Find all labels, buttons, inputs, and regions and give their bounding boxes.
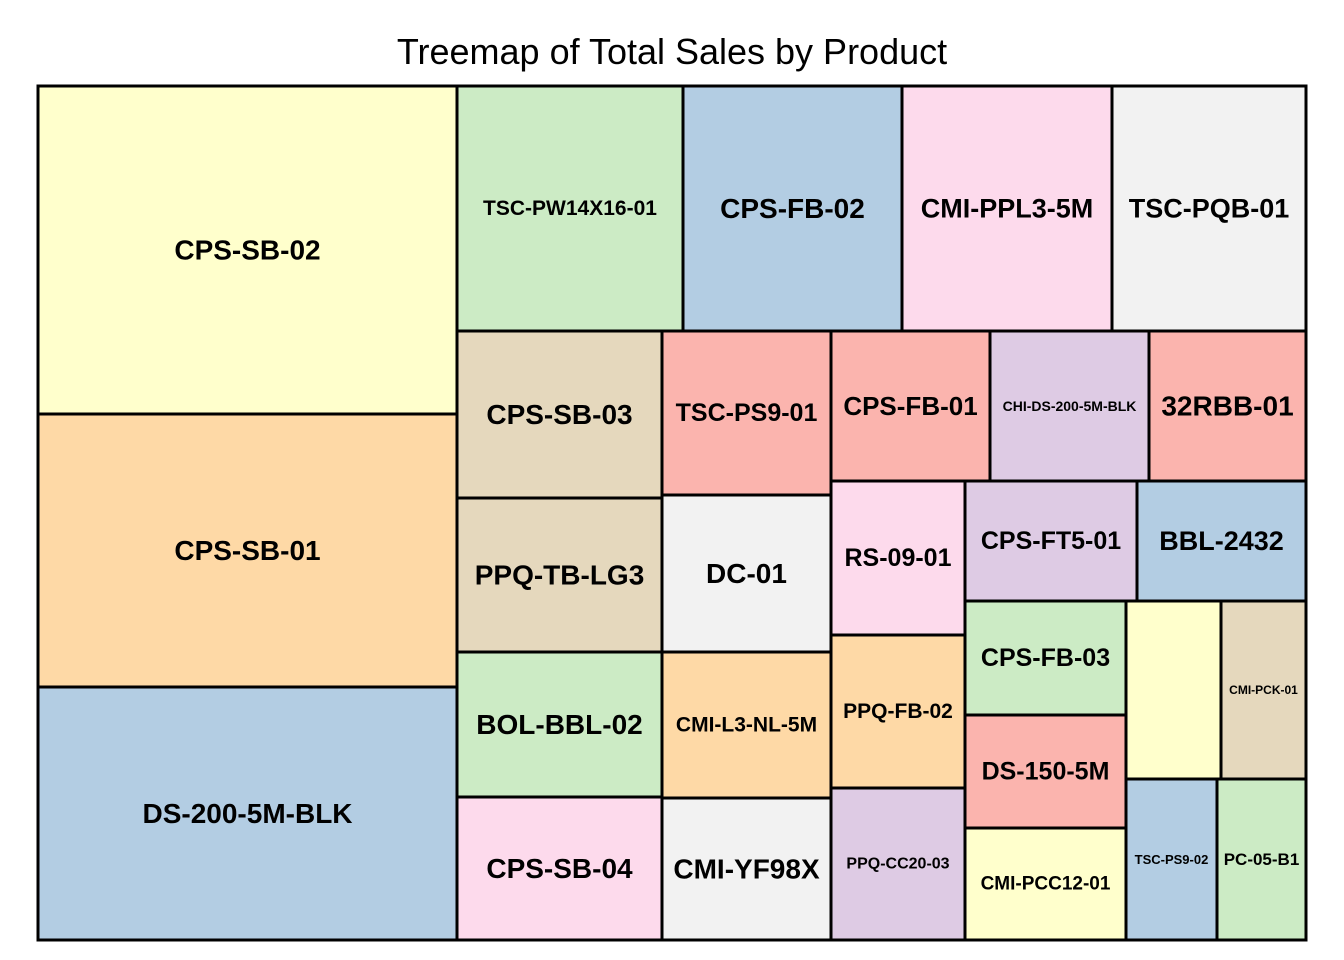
tile-label: TSC-PS9-02	[1135, 852, 1209, 867]
tile-rect	[963, 479, 1139, 603]
tile-label: TSC-PS9-01	[676, 399, 818, 427]
tile-label: CHI-DS-200-5M-BLK	[1003, 398, 1137, 414]
treemap-tile-bbl-2432: BBL-2432	[1135, 479, 1308, 603]
treemap-tile-ppq-cc20-03: PPQ-CC20-03	[829, 786, 967, 942]
treemap-tile-cps-sb-04: CPS-SB-04	[455, 795, 664, 942]
tile-label: CPS-SB-03	[486, 399, 632, 430]
tile-label: 32RBB-01	[1161, 391, 1293, 422]
tile-label: PPQ-FB-02	[843, 700, 953, 723]
tile-label: RS-09-01	[845, 544, 952, 572]
tile-rect	[829, 786, 967, 942]
treemap-tile-rs-09-01: RS-09-01	[829, 479, 967, 637]
treemap-tile-pc-05-b1: PC-05-B1	[1215, 777, 1308, 942]
tile-rect	[36, 84, 459, 416]
chart-title: Treemap of Total Sales by Product	[396, 31, 948, 72]
tile-rect	[36, 685, 459, 942]
tile-label: TSC-PW14X16-01	[483, 197, 657, 220]
tile-rect	[36, 412, 459, 689]
treemap-tile-32rbb-01: 32RBB-01	[1147, 329, 1308, 483]
treemap-tile-cps-fb-02: CPS-FB-02	[681, 84, 904, 333]
treemap-tile-cmi-pcc12-01: CMI-PCC12-01	[963, 826, 1128, 942]
treemap-tile-tsc-ps9-02: TSC-PS9-02	[1124, 777, 1219, 942]
treemap-tiles: CPS-SB-02 CPS-SB-01 DS-200-5M-BLK TSC-PW14X…	[36, 84, 1308, 942]
tile-label: CMI-L3-NL-5M	[676, 714, 817, 737]
tile-label: PPQ-TB-LG3	[475, 560, 645, 591]
treemap-tile-cmi-l3-nl-5m: CMI-L3-NL-5M	[660, 650, 833, 800]
tile-label: CPS-FB-02	[720, 193, 865, 224]
tile-rect	[660, 650, 833, 800]
tile-label: DS-150-5M	[982, 758, 1110, 786]
tile-rect	[455, 650, 664, 799]
treemap-tile-cmi-yf98x: CMI-YF98X	[660, 796, 833, 942]
treemap-tile-ds-200-5m-blk: DS-200-5M-BLK	[36, 685, 459, 942]
treemap-tile-chi-ds-200-5m-blk: CHI-DS-200-5M-BLK	[988, 329, 1151, 483]
tile-rect	[455, 496, 664, 654]
treemap-tile-cps-ft5-01: CPS-FT5-01	[963, 479, 1139, 603]
tile-label: CPS-SB-04	[486, 853, 633, 884]
tile-label: CMI-YF98X	[673, 854, 820, 885]
treemap-tile-cmi-ppl3-5m: CMI-PPL3-5M	[900, 84, 1114, 333]
tile-label: CPS-FT5-01	[981, 527, 1121, 555]
tile-label: DC-01	[706, 558, 787, 589]
tile-rect	[660, 329, 833, 497]
treemap-tile-tsc-pqb-01: TSC-PQB-01	[1110, 84, 1308, 333]
tile-rect	[988, 329, 1151, 483]
tile-label: BBL-2432	[1159, 526, 1284, 556]
tile-rect	[963, 713, 1128, 830]
treemap-tile-cps-sb-01: CPS-SB-01	[36, 412, 459, 689]
tile-rect	[829, 479, 967, 637]
treemap-tile-dc-01: DC-01	[660, 493, 833, 654]
treemap-tile-cps-fb-03: CPS-FB-03	[963, 599, 1128, 717]
tile-label: PC-05-B1	[1224, 850, 1300, 869]
tile-rect	[1147, 329, 1308, 483]
tile-label: CPS-SB-02	[174, 235, 320, 266]
treemap-tile-cmi-pck-01: CMI-PCK-01	[1219, 599, 1308, 781]
tile-rect	[1135, 479, 1308, 603]
tile-rect	[660, 493, 833, 654]
tile-rect	[829, 329, 992, 483]
tile-label: BOL-BBL-02	[476, 709, 642, 740]
tile-rect	[1110, 84, 1308, 333]
tile-label: PPQ-CC20-03	[846, 856, 949, 873]
treemap-tile-bol-bbl-02: BOL-BBL-02	[455, 650, 664, 799]
tile-label: DS-200-5M-BLK	[142, 798, 352, 829]
treemap-tile-tsc-ps9-01: TSC-PS9-01	[660, 329, 833, 497]
tile-rect	[455, 329, 664, 500]
tile-label: TSC-PQB-01	[1129, 194, 1290, 224]
tile-rect	[963, 599, 1128, 717]
treemap-tile-tsc-pw14x16-01: TSC-PW14X16-01	[455, 84, 685, 333]
tile-label: CPS-SB-01	[174, 535, 320, 566]
tile-label: CPS-FB-03	[981, 644, 1110, 672]
tile-rect	[963, 826, 1128, 942]
tile-label: CMI-PPL3-5M	[921, 194, 1094, 224]
tile-rect	[1124, 599, 1223, 781]
treemap-tile-cps-fb-01: CPS-FB-01	[829, 329, 992, 483]
tile-label: CMI-PCK-01	[1229, 683, 1298, 697]
tile-label: CPS-FB-01	[843, 391, 977, 421]
treemap-tile-cps-sb-02: CPS-SB-02	[36, 84, 459, 416]
tile-label: CMI-PCC12-01	[981, 874, 1111, 895]
treemap-tile-unlabeled-26	[1124, 599, 1223, 781]
treemap-tile-ds-150-5m: DS-150-5M	[963, 713, 1128, 830]
treemap-tile-ppq-tb-lg3: PPQ-TB-LG3	[455, 496, 664, 654]
tile-rect	[1215, 777, 1308, 942]
treemap-tile-ppq-fb-02: PPQ-FB-02	[829, 633, 967, 790]
tile-rect	[660, 796, 833, 942]
treemap-outer-border	[36, 84, 1308, 942]
treemap-tile-cps-sb-03: CPS-SB-03	[455, 329, 664, 500]
